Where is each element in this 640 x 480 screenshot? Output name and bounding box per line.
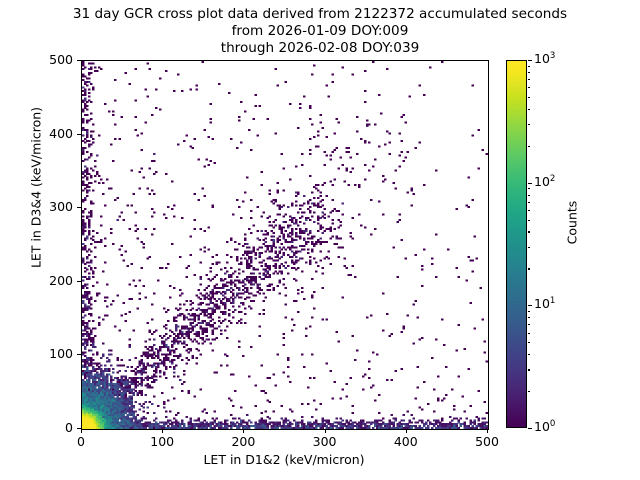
colorbar-minor-tick	[528, 194, 531, 196]
y-tick-label-400: 400	[49, 125, 73, 141]
colorbar-minor-tick	[528, 268, 531, 270]
colorbar-tick-1e0	[528, 428, 532, 430]
colorbar-minor-tick	[528, 369, 531, 371]
colorbar-tick-1e1	[528, 305, 532, 307]
x-tick-200	[243, 429, 245, 433]
colorbar-minor-tick	[528, 71, 531, 73]
x-tick-label-300: 300	[312, 434, 337, 449]
colorbar-minor-tick	[528, 65, 531, 67]
y-tick-label-300: 300	[49, 199, 73, 215]
colorbar-minor-tick	[528, 342, 531, 344]
colorbar-label: Counts	[564, 200, 580, 245]
x-tick-label-500: 500	[475, 434, 499, 449]
title-line-1: 31 day GCR cross plot data derived from …	[72, 6, 568, 22]
chart-title: 31 day GCR cross plot data derived from …	[0, 6, 640, 57]
colorbar-minor-tick	[528, 324, 531, 326]
y-tick-label-200: 200	[49, 272, 73, 288]
colorbar-tick-1e3	[528, 60, 532, 62]
y-tick-300	[77, 207, 81, 209]
colorbar-minor-tick	[528, 332, 531, 334]
colorbar-gradient	[507, 61, 526, 427]
colorbar-minor-tick	[528, 79, 531, 81]
colorbar-tick-label-1e2: 102	[534, 173, 556, 189]
scatter-heatmap	[82, 61, 488, 429]
y-tick-400	[77, 133, 81, 135]
colorbar-minor-tick	[528, 124, 531, 126]
y-tick-100	[77, 354, 81, 356]
colorbar-tick-1e2	[528, 182, 532, 184]
y-tick-0	[77, 428, 81, 430]
title-line-3: through 2026-02-08 DOY:039	[220, 40, 420, 56]
colorbar-tick-label-1e1: 101	[534, 296, 556, 312]
y-tick-200	[77, 280, 81, 282]
colorbar-minor-tick	[528, 391, 531, 393]
plot-area	[81, 60, 489, 430]
colorbar-minor-tick	[528, 246, 531, 248]
x-tick-label-200: 200	[231, 434, 256, 449]
x-tick-label-400: 400	[393, 434, 418, 449]
colorbar-minor-tick	[528, 96, 531, 99]
colorbar-minor-tick	[528, 201, 531, 203]
x-tick-400	[405, 429, 407, 433]
colorbar-minor-tick	[528, 209, 531, 211]
colorbar-minor-tick	[528, 87, 531, 89]
x-axis-label: LET in D1&2 (keV/micron)	[203, 452, 365, 467]
colorbar-minor-tick	[528, 317, 531, 319]
x-tick-300	[324, 429, 326, 433]
x-tick-500	[487, 429, 489, 433]
colorbar-tick-label-1e0: 100	[534, 419, 556, 435]
x-tick-0	[81, 429, 83, 433]
colorbar-minor-tick	[528, 231, 531, 233]
colorbar-minor-tick	[528, 108, 531, 110]
y-tick-label-500: 500	[49, 52, 73, 67]
x-tick-label-100: 100	[150, 434, 175, 449]
colorbar-minor-tick	[528, 354, 531, 356]
y-tick-label-0: 0	[65, 420, 73, 435]
colorbar-minor-tick	[528, 310, 531, 313]
y-axis-label: LET in D3&4 (keV/micron)	[28, 106, 44, 269]
title-line-2: from 2026-01-09 DOY:009	[231, 23, 409, 39]
colorbar-minor-tick	[528, 219, 531, 221]
colorbar-minor-tick	[528, 145, 531, 147]
colorbar	[506, 60, 527, 428]
x-tick-label-0: 0	[77, 434, 85, 449]
x-tick-100	[162, 429, 164, 433]
y-tick-label-100: 100	[49, 346, 73, 362]
y-tick-500	[77, 60, 81, 62]
colorbar-tick-label-1e3: 103	[534, 51, 556, 67]
colorbar-minor-tick	[528, 188, 531, 190]
